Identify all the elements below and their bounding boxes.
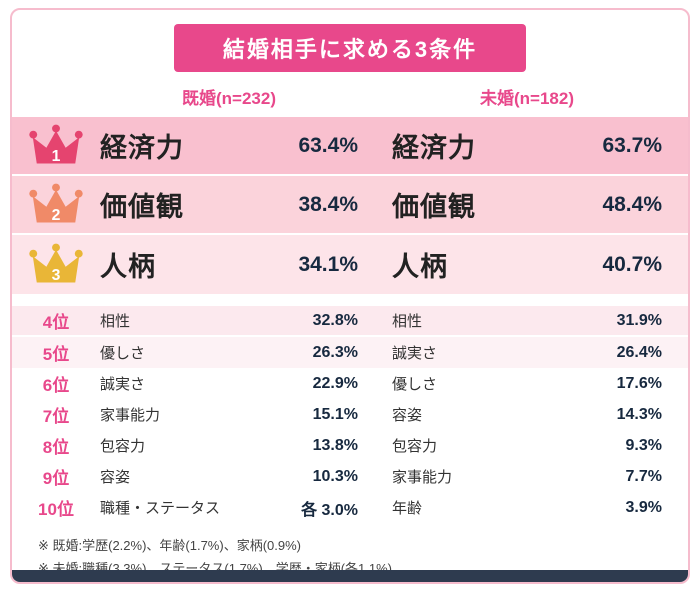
ranks-block: 4位 相性 32.8% 相性 31.9% 5位 優しさ 26.3% 誠実さ 26… bbox=[12, 306, 688, 523]
top3-row-3: 3 人柄 34.1% 人柄 40.7% bbox=[12, 235, 688, 294]
value-married: 22.9% bbox=[312, 374, 358, 392]
value-unmarried: 31.9% bbox=[616, 311, 662, 329]
column-header-married: 既婚(n=232) bbox=[182, 89, 276, 108]
table-row: 9位 容姿 10.3% 家事能力 7.7% bbox=[12, 461, 688, 492]
svg-text:2: 2 bbox=[52, 206, 61, 223]
infographic-card: 結婚相手に求める3条件 既婚(n=232) 未婚(n=182) 1 経済力 63… bbox=[10, 8, 690, 584]
value-married: 15.1% bbox=[312, 405, 358, 423]
value-unmarried: 3.9% bbox=[625, 498, 662, 516]
value-unmarried: 26.4% bbox=[616, 343, 662, 361]
value-married: 26.3% bbox=[312, 343, 358, 361]
value-married: 63.4% bbox=[298, 133, 358, 157]
svg-text:3: 3 bbox=[52, 266, 61, 283]
item-label-married: 職種・ステータス bbox=[100, 500, 221, 517]
item-label-married: 容姿 bbox=[100, 469, 131, 486]
top3-block: 1 経済力 63.4% 経済力 63.7% 2 bbox=[12, 117, 688, 294]
column-headers: 既婚(n=232) 未婚(n=182) bbox=[12, 84, 688, 109]
item-label-married: 人柄 bbox=[100, 252, 156, 282]
table-row: 4位 相性 32.8% 相性 31.9% bbox=[12, 306, 688, 337]
svg-text:1: 1 bbox=[52, 147, 61, 164]
item-label-married: 価値観 bbox=[100, 192, 184, 222]
value-unmarried: 9.3% bbox=[625, 436, 662, 454]
item-label-unmarried: 相性 bbox=[392, 313, 423, 330]
column-header-unmarried: 未婚(n=182) bbox=[480, 89, 574, 108]
value-unmarried: 40.7% bbox=[602, 252, 662, 276]
item-label-married: 誠実さ bbox=[100, 376, 146, 393]
item-label-married: 相性 bbox=[100, 313, 131, 330]
item-label-married: 家事能力 bbox=[100, 407, 161, 424]
value-unmarried: 17.6% bbox=[616, 374, 662, 392]
item-label-unmarried: 包容力 bbox=[392, 438, 438, 455]
footer-bar bbox=[12, 570, 688, 582]
rank-label: 4位 bbox=[42, 313, 70, 332]
rank-label: 8位 bbox=[42, 438, 70, 457]
value-married: 13.8% bbox=[312, 436, 358, 454]
item-label-married: 包容力 bbox=[100, 438, 146, 455]
top3-row-1: 1 経済力 63.4% 経済力 63.7% bbox=[12, 117, 688, 176]
value-married: 各 3.0% bbox=[301, 501, 358, 519]
value-unmarried: 7.7% bbox=[625, 467, 662, 485]
item-label-unmarried: 誠実さ bbox=[392, 345, 438, 362]
table-row: 8位 包容力 13.8% 包容力 9.3% bbox=[12, 430, 688, 461]
table-row: 5位 優しさ 26.3% 誠実さ 26.4% bbox=[12, 337, 688, 368]
rank-label: 7位 bbox=[42, 407, 70, 426]
value-unmarried: 14.3% bbox=[616, 405, 662, 423]
item-label-unmarried: 容姿 bbox=[392, 407, 423, 424]
table-row: 10位 職種・ステータス 各 3.0% 年齢 3.9% bbox=[12, 492, 688, 523]
value-unmarried: 63.7% bbox=[602, 133, 662, 157]
rank-label: 5位 bbox=[42, 345, 70, 364]
crown-rank3-icon: 3 bbox=[12, 241, 100, 289]
rank-label: 9位 bbox=[42, 469, 70, 488]
value-unmarried: 48.4% bbox=[602, 192, 662, 216]
item-label-unmarried: 人柄 bbox=[392, 252, 448, 282]
crown-rank1-icon: 1 bbox=[12, 122, 100, 170]
value-married: 38.4% bbox=[298, 192, 358, 216]
table-row: 7位 家事能力 15.1% 容姿 14.3% bbox=[12, 399, 688, 430]
value-married: 34.1% bbox=[298, 252, 358, 276]
crown-rank2-icon: 2 bbox=[12, 181, 100, 229]
item-label-married: 経済力 bbox=[100, 133, 184, 163]
rank-label: 10位 bbox=[38, 500, 74, 519]
item-label-unmarried: 価値観 bbox=[392, 192, 476, 222]
footnote-married: ※ 既婚:学歴(2.2%)、年齢(1.7%)、家柄(0.9%) bbox=[38, 538, 301, 553]
item-label-married: 優しさ bbox=[100, 345, 146, 362]
value-married: 32.8% bbox=[312, 311, 358, 329]
table-row: 6位 誠実さ 22.9% 優しさ 17.6% bbox=[12, 368, 688, 399]
value-married: 10.3% bbox=[312, 467, 358, 485]
rank-label: 6位 bbox=[42, 376, 70, 395]
item-label-unmarried: 優しさ bbox=[392, 376, 438, 393]
item-label-unmarried: 経済力 bbox=[392, 133, 476, 163]
top3-row-2: 2 価値観 38.4% 価値観 48.4% bbox=[12, 176, 688, 235]
item-label-unmarried: 家事能力 bbox=[392, 469, 453, 486]
page-title: 結婚相手に求める3条件 bbox=[174, 24, 526, 72]
item-label-unmarried: 年齢 bbox=[392, 500, 423, 517]
